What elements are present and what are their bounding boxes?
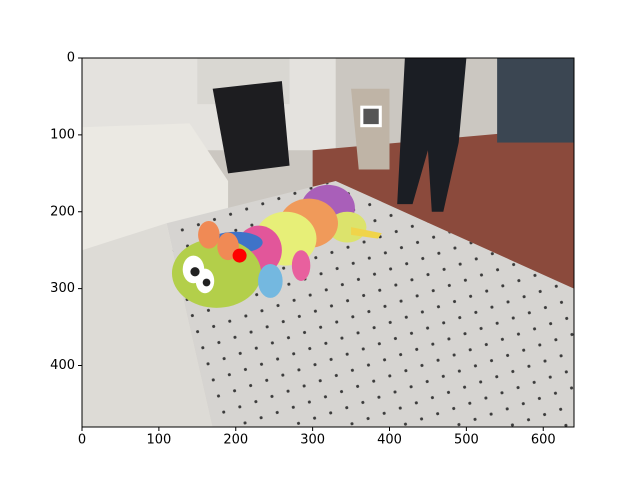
y-tick-label: 200 — [50, 204, 75, 219]
x-tick-label: 0 — [78, 433, 86, 448]
y-tick-label: 0 — [67, 51, 75, 66]
photo — [82, 58, 574, 427]
x-tick-label: 500 — [454, 433, 479, 448]
x-tick-label: 600 — [531, 433, 556, 448]
axes-frame — [81, 57, 575, 428]
x-tick-label: 300 — [300, 433, 325, 448]
point — [232, 248, 247, 263]
y-tick-label: 400 — [50, 358, 75, 373]
x-tick-label: 400 — [377, 433, 402, 448]
y-tick-label: 100 — [50, 127, 75, 142]
x-tick-label: 200 — [223, 433, 248, 448]
x-tick-label: 100 — [146, 433, 171, 448]
y-tick-label: 300 — [50, 281, 75, 296]
